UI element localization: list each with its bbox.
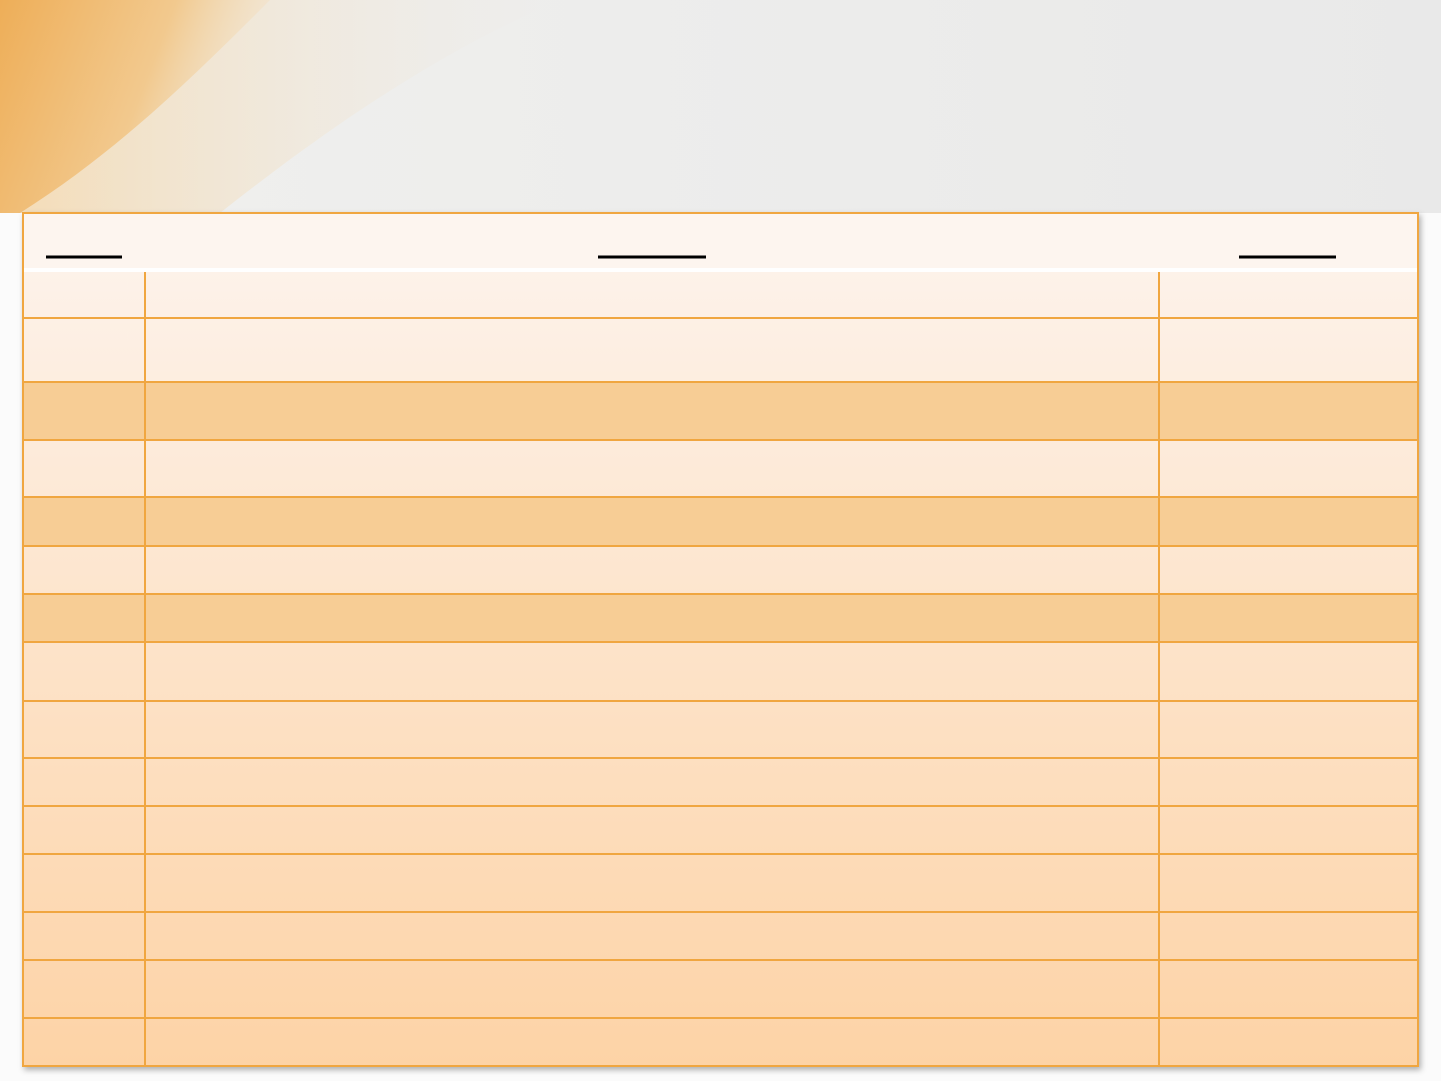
table-row [24,497,1417,546]
table-row [24,382,1417,440]
table-row [24,594,1417,642]
swoosh [0,0,270,213]
header-row [24,214,1417,270]
table [22,212,1419,1067]
header-separator [24,268,1417,272]
